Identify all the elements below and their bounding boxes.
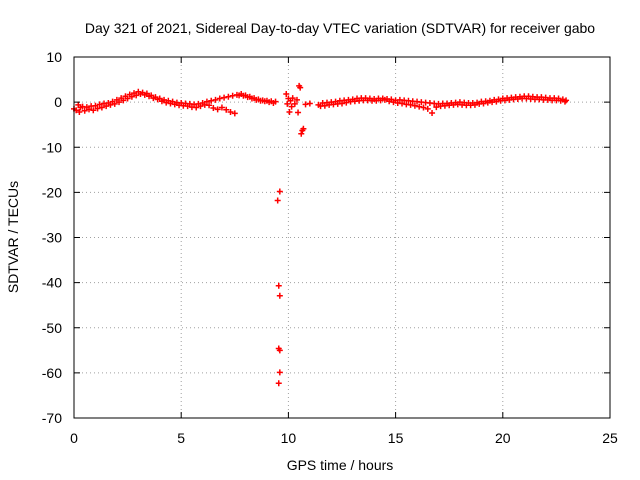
data-point: [416, 103, 423, 110]
data-point: [298, 130, 305, 137]
data-point: [193, 104, 200, 111]
data-point: [197, 103, 204, 110]
data-point: [86, 106, 93, 113]
data-point: [306, 100, 313, 107]
data-point: [210, 104, 217, 111]
data-point: [203, 98, 210, 105]
y-tick-label: -50: [42, 320, 62, 336]
y-tick-label: 0: [54, 94, 62, 110]
y-tick-label: -30: [42, 230, 62, 246]
y-axis-label: SDTVAR / TECUs: [5, 181, 21, 293]
y-tick-label: 10: [46, 49, 62, 65]
data-point: [206, 102, 213, 109]
data-point: [223, 106, 230, 113]
x-axis-tick-labels: 0 5 10 15 20 25: [70, 430, 618, 446]
y-tick-label: -10: [42, 139, 62, 155]
data-point: [111, 100, 118, 107]
y-tick-label: -70: [42, 410, 62, 426]
data-point: [272, 98, 279, 105]
data-point: [98, 104, 105, 111]
data-point: [274, 197, 281, 204]
data-point: [276, 292, 283, 299]
data-point: [302, 101, 309, 108]
data-point: [339, 100, 345, 107]
data-point: [289, 95, 296, 102]
chart-title: Day 321 of 2021, Sidereal Day-to-day VTE…: [85, 20, 595, 36]
x-tick-label: 20: [495, 430, 511, 446]
data-point: [295, 109, 302, 116]
y-tick-label: -20: [42, 184, 62, 200]
data-point: [297, 84, 304, 91]
data-point: [429, 109, 436, 116]
y-tick-label: -60: [42, 365, 62, 381]
data-point: [212, 96, 219, 103]
data-point: [90, 107, 97, 114]
x-tick-label: 25: [602, 430, 618, 446]
data-point: [283, 91, 290, 98]
data-point: [407, 101, 414, 108]
data-point: [424, 105, 431, 112]
data-point: [214, 106, 221, 113]
data-point: [96, 101, 103, 108]
data-point: [128, 93, 135, 100]
data-point: [399, 100, 406, 107]
data-point: [94, 105, 101, 112]
data-point: [120, 97, 127, 104]
data-series: [71, 82, 570, 387]
data-point: [103, 103, 110, 110]
data-point: [231, 110, 238, 117]
data-point: [433, 104, 440, 111]
data-point: [300, 125, 307, 132]
data-point: [76, 109, 83, 116]
data-point: [563, 97, 570, 104]
axis-ticks: [73, 56, 611, 419]
data-point: [286, 109, 293, 116]
x-tick-label: 5: [177, 430, 185, 446]
data-point: [229, 92, 236, 99]
data-point: [218, 104, 225, 111]
x-tick-label: 0: [70, 430, 78, 446]
x-tick-label: 10: [281, 430, 297, 446]
data-point: [291, 100, 298, 107]
data-point: [321, 102, 328, 109]
data-point: [81, 107, 88, 114]
data-point: [133, 92, 140, 99]
data-point: [411, 102, 418, 109]
data-point: [216, 95, 223, 102]
data-point: [284, 100, 291, 107]
data-point: [221, 94, 228, 101]
data-point: [420, 104, 427, 111]
data-point: [107, 101, 114, 108]
y-tick-label: -40: [42, 275, 62, 291]
y-axis-tick-labels: 10 0 -10 -20 -30 -40 -50 -60 -70: [42, 49, 62, 426]
data-point: [275, 380, 282, 387]
data-point: [227, 109, 234, 116]
data-point: [208, 97, 215, 104]
x-axis-label: GPS time / hours: [287, 457, 394, 473]
data-point: [288, 103, 295, 110]
data-point: [293, 96, 300, 103]
data-point: [225, 93, 232, 100]
x-tick-label: 15: [388, 430, 404, 446]
data-point: [276, 188, 283, 195]
data-point: [276, 369, 283, 376]
data-point: [276, 347, 283, 354]
data-point: [124, 95, 131, 102]
data-point: [116, 99, 123, 106]
data-point: [275, 282, 282, 289]
